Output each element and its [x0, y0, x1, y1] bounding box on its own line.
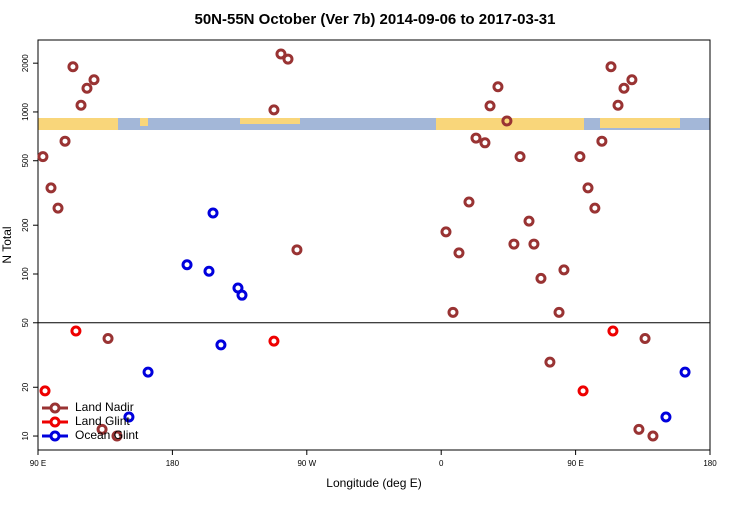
point — [236, 289, 248, 301]
y-axis-label: N Total — [0, 226, 14, 263]
point — [607, 325, 619, 337]
point — [440, 226, 452, 238]
legend-label: Ocean Glint — [75, 428, 139, 442]
point — [45, 182, 57, 194]
point — [39, 385, 51, 397]
point — [470, 132, 482, 144]
point — [492, 81, 504, 93]
point — [52, 202, 64, 214]
point — [479, 137, 491, 149]
point — [618, 82, 630, 94]
y-tick-label: 100 — [21, 267, 30, 281]
point — [81, 82, 93, 94]
point — [596, 135, 608, 147]
point — [37, 151, 49, 163]
point — [203, 265, 215, 277]
point — [75, 99, 87, 111]
x-tick-label: 90 E — [567, 459, 583, 468]
point — [679, 366, 691, 378]
point — [484, 100, 496, 112]
x-tick-label: 90 W — [297, 459, 316, 468]
point — [626, 74, 638, 86]
point — [574, 151, 586, 163]
y-tick-label: 2000 — [21, 54, 30, 72]
point — [508, 238, 520, 250]
point — [215, 339, 227, 351]
x-axis-label: Longitude (deg E) — [326, 476, 421, 490]
point — [528, 238, 540, 250]
point — [59, 135, 71, 147]
legend-marker — [49, 430, 61, 442]
point — [291, 244, 303, 256]
x-tick-label: 0 — [439, 459, 444, 468]
point — [535, 272, 547, 284]
legend-label: Land Nadir — [75, 400, 134, 414]
plot-frame — [37, 39, 711, 451]
y-tick-label: 1000 — [21, 103, 30, 121]
point — [181, 259, 193, 271]
x-tick-label: 90 E — [30, 459, 46, 468]
point — [633, 423, 645, 435]
point — [589, 202, 601, 214]
y-tick-label: 200 — [21, 218, 30, 232]
point — [142, 366, 154, 378]
legend-label: Land Glint — [75, 414, 130, 428]
y-tick-label: 20 — [21, 382, 30, 391]
point — [453, 247, 465, 259]
point — [514, 151, 526, 163]
point — [523, 215, 535, 227]
point — [96, 423, 108, 435]
point — [612, 99, 624, 111]
legend-marker — [49, 416, 61, 428]
point — [268, 104, 280, 116]
point — [111, 430, 123, 442]
y-tick-label: 50 — [21, 318, 30, 327]
point — [268, 335, 280, 347]
chart-title: 50N-55N October (Ver 7b) 2014-09-06 to 2… — [194, 11, 555, 28]
point — [660, 411, 672, 423]
point — [282, 53, 294, 65]
point — [558, 264, 570, 276]
point — [70, 325, 82, 337]
point — [544, 356, 556, 368]
point — [577, 385, 589, 397]
point — [207, 207, 219, 219]
point — [123, 411, 135, 423]
point — [647, 430, 659, 442]
land-ocean-strip — [38, 118, 710, 130]
point — [67, 61, 79, 73]
x-tick-label: 180 — [166, 459, 180, 468]
y-tick-label: 500 — [21, 154, 30, 168]
point — [553, 306, 565, 318]
x-tick-label: 180 — [703, 459, 717, 468]
point — [275, 48, 287, 60]
point — [102, 332, 114, 344]
point — [447, 306, 459, 318]
point — [639, 332, 651, 344]
point — [463, 196, 475, 208]
legend-marker — [49, 402, 61, 414]
point — [605, 61, 617, 73]
y-tick-label: 10 — [21, 431, 30, 440]
point — [582, 182, 594, 194]
point — [88, 74, 100, 86]
point — [501, 115, 513, 127]
